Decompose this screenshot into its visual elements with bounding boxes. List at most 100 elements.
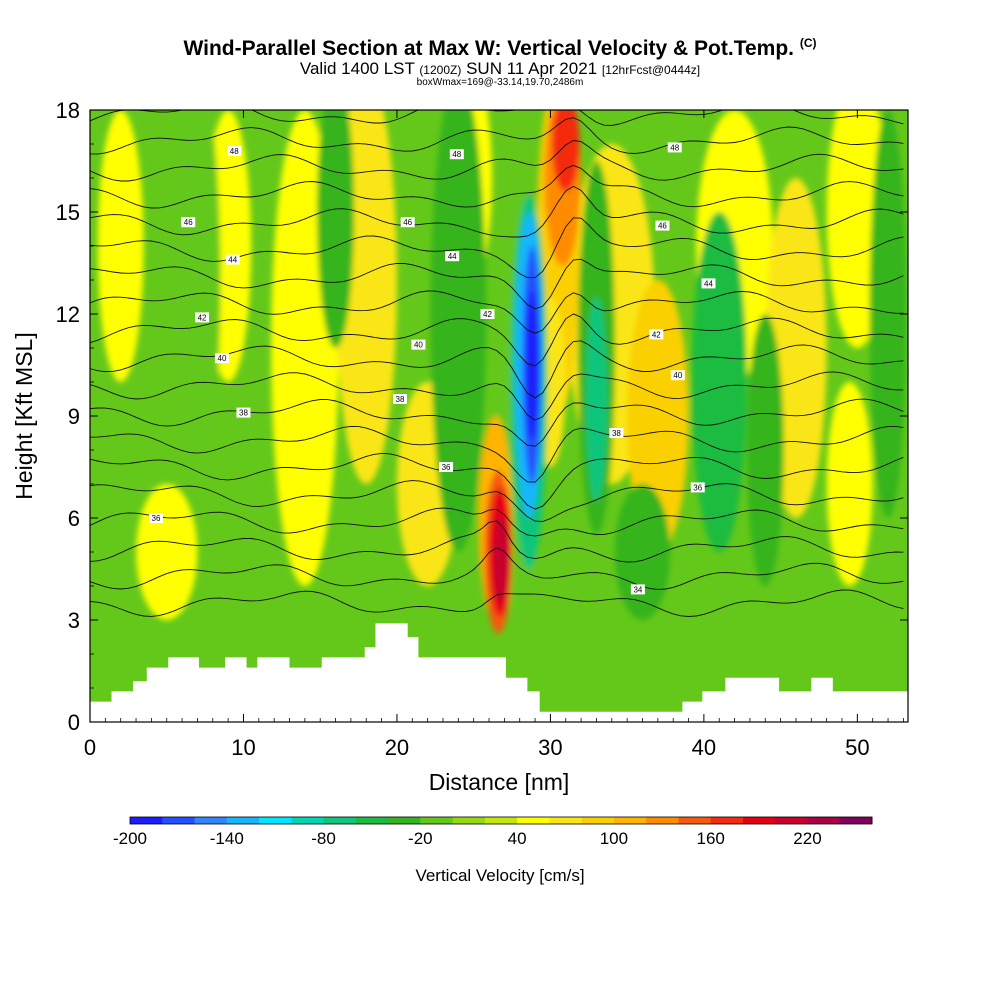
theta-label: 34	[633, 585, 642, 594]
y-tick-label: 18	[56, 98, 80, 123]
theta-label-bg	[236, 407, 251, 418]
isentrope-line	[90, 480, 904, 522]
colorbar-tick-label: 40	[508, 829, 527, 848]
y-tick-label: 15	[56, 200, 80, 225]
theta-label-bg	[655, 220, 670, 231]
isentrope-line	[90, 164, 904, 209]
theta-label: 44	[704, 279, 713, 288]
theta-label-bg	[148, 513, 163, 523]
velocity-blob	[430, 110, 486, 552]
colorbar-swatch	[388, 817, 421, 824]
chart-title: Wind-Parallel Section at Max W: Vertical…	[0, 36, 1000, 61]
theta-label: 46	[403, 218, 412, 227]
isentrope-line	[90, 398, 904, 447]
colorbar-swatch	[259, 817, 292, 824]
isentrope-line	[90, 290, 904, 334]
forecast-info: [12hrFcst@0444z]	[601, 63, 701, 77]
colorbar: -200 -140 -80 -20 40 100 160 220 Vertical Veloci…	[113, 816, 873, 885]
theta-label: 48	[670, 143, 679, 152]
y-axis-label: Height [Kft MSL]	[11, 332, 37, 499]
theta-label: 48	[230, 147, 239, 156]
theta-label: 36	[693, 483, 702, 492]
theta-label-bg	[439, 462, 454, 472]
theta-label: 36	[442, 463, 451, 472]
y-tick-label: 0	[68, 710, 80, 735]
colorbar-swatch	[613, 817, 647, 824]
velocity-blob	[585, 297, 608, 501]
theta-label-bg	[649, 329, 664, 340]
theta-label-bg	[480, 309, 495, 319]
colorbar-swatch	[420, 817, 454, 824]
colorbar-swatch	[742, 817, 776, 824]
colorbar-swatch	[549, 817, 583, 824]
velocity-blob	[97, 110, 144, 382]
isentrope-line	[90, 589, 904, 617]
colorbar-swatch	[807, 817, 841, 824]
chart-subtitle: Valid 1400 LST (1200Z) SUN 11 Apr 2021 […	[0, 59, 1000, 79]
colorbar-tick-label: 220	[793, 829, 821, 848]
isentrope-line	[90, 371, 904, 421]
theta-label-bg	[690, 482, 705, 493]
isentrope-line	[90, 452, 904, 510]
theta-label-bg	[609, 428, 624, 438]
velocity-blob	[614, 484, 671, 620]
colorbar-swatch	[291, 817, 325, 824]
theta-label-bg	[445, 251, 460, 262]
valid-date: SUN 11 Apr 2021	[466, 59, 598, 78]
isentrope-line	[90, 425, 904, 483]
x-tick-label: 30	[538, 735, 562, 760]
theta-label: 48	[452, 150, 461, 159]
colorbar-swatch	[162, 817, 196, 824]
theta-label-bg	[225, 254, 240, 265]
copyright-mark: (C)	[799, 36, 817, 50]
theta-label-bg	[411, 339, 426, 350]
isentrope-line	[90, 140, 904, 182]
theta-label: 38	[612, 429, 621, 438]
theta-labels: 48 48 48 46 46 46 44 44 44 42 42 42 40 40 40 38 38 38 36 36…	[148, 142, 716, 595]
isentrope-line	[90, 520, 904, 563]
x-tick-label: 0	[84, 735, 96, 760]
theta-label-bg	[630, 584, 645, 595]
theta-label: 40	[218, 354, 227, 363]
colorbar-label: Vertical Velocity [cm/s]	[415, 866, 584, 885]
theta-label: 42	[198, 313, 207, 322]
x-axis-label: Distance [nm]	[429, 769, 570, 795]
colorbar-tick-label: 100	[600, 829, 628, 848]
colorbar-tick-label: -80	[311, 829, 336, 848]
colorbar-swatch	[710, 817, 744, 824]
colorbar-swatch	[226, 817, 260, 824]
theta-label: 44	[448, 252, 457, 261]
title-text: Wind-Parallel Section at Max W: Vertical…	[183, 37, 794, 60]
x-tick-label: 10	[231, 735, 255, 760]
theta-label-bg	[214, 353, 229, 364]
theta-label-bg	[195, 312, 210, 323]
theta-label-bg	[227, 145, 242, 156]
colorbar-swatch	[194, 817, 228, 824]
colorbar-swatch	[646, 817, 679, 824]
colorbar-swatch	[581, 817, 615, 824]
theta-label-bg	[393, 394, 408, 404]
valid-time: Valid 1400 LST	[299, 59, 415, 78]
y-tick-label: 3	[68, 608, 80, 633]
isentrope-line	[90, 258, 904, 310]
colorbar-tick-label: -20	[408, 829, 433, 848]
theta-contours	[90, 110, 904, 617]
colorbar-tick-label: -200	[113, 829, 147, 848]
velocity-blob	[551, 110, 580, 192]
isentrope-line	[90, 117, 904, 155]
velocity-blob	[493, 514, 509, 603]
colorbar-swatch	[452, 817, 486, 824]
isentrope-line	[90, 313, 904, 367]
theta-label: 42	[483, 310, 492, 319]
colorbar-swatch	[130, 817, 163, 824]
colorbar-frame	[129, 816, 873, 825]
colorbar-swatch	[775, 817, 808, 824]
y-tick-label: 12	[56, 302, 80, 327]
valid-utc: (1200Z)	[419, 63, 462, 77]
y-tick-label: 6	[68, 506, 80, 531]
theta-label: 38	[239, 409, 248, 418]
velocity-blob	[691, 212, 747, 552]
theta-label: 36	[152, 514, 161, 523]
theta-label: 42	[652, 330, 661, 339]
